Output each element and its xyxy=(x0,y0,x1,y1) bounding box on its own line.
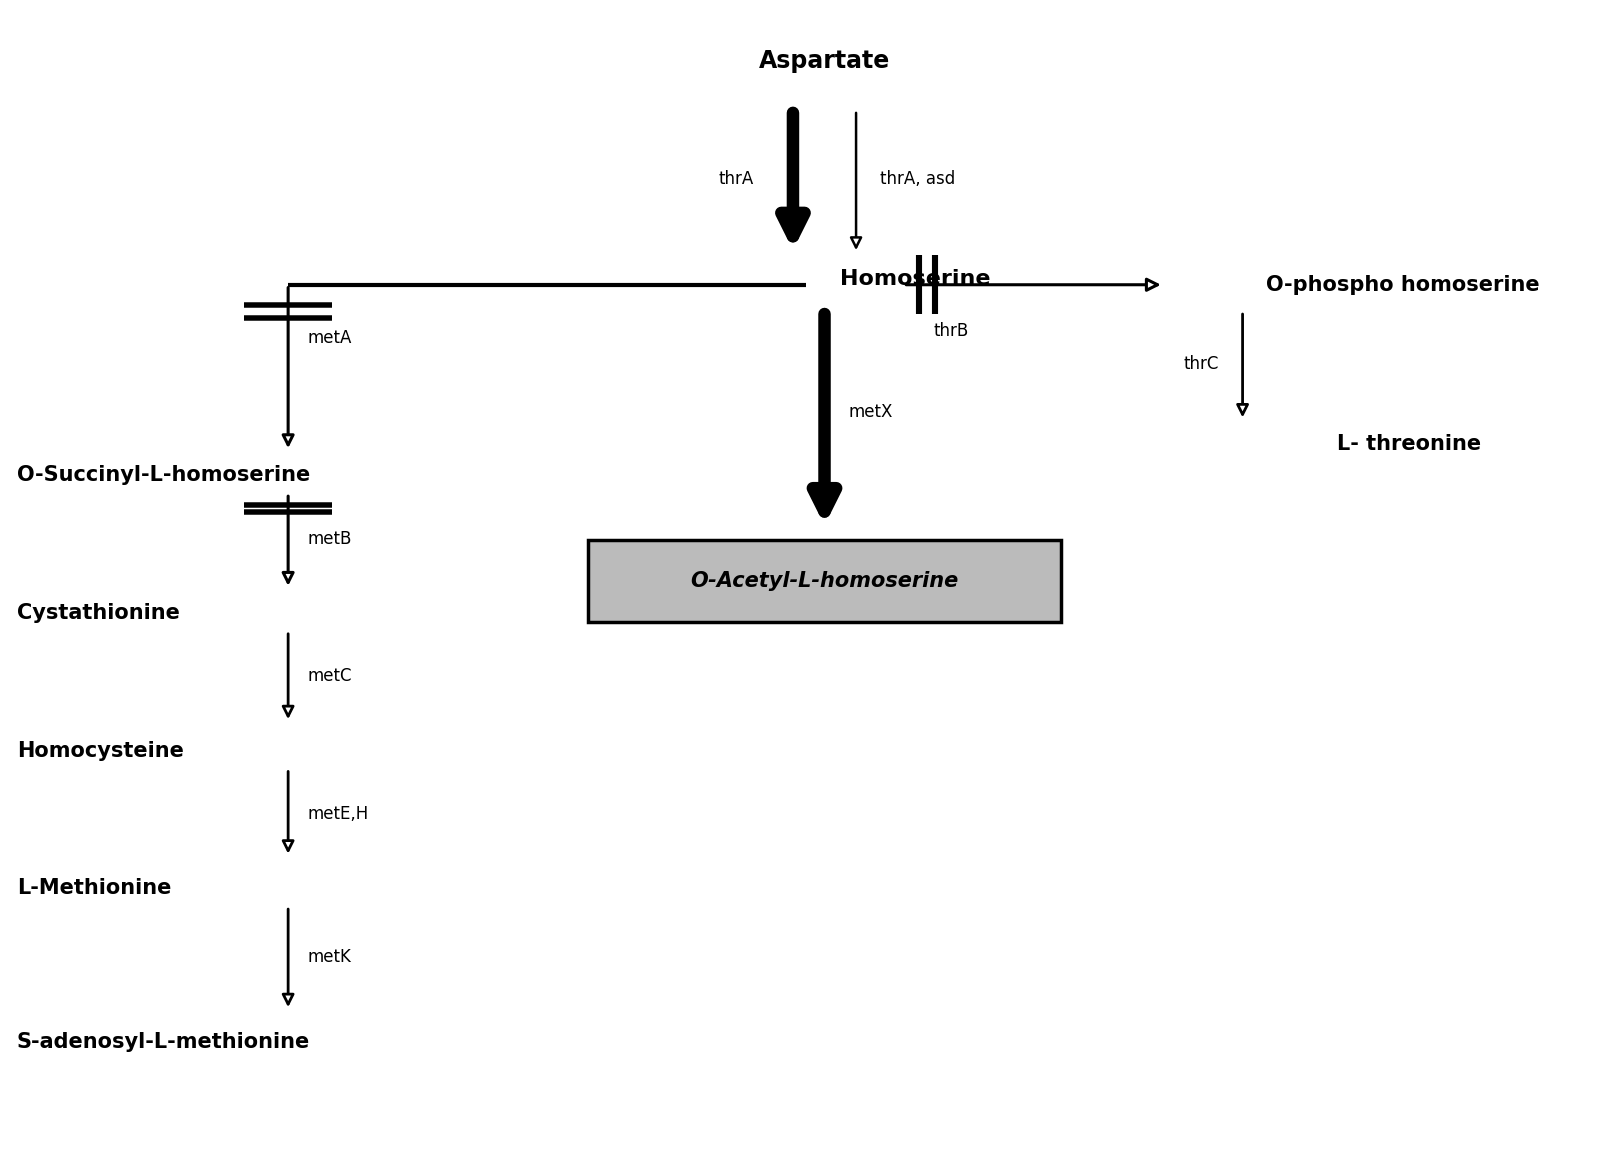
Text: Homocysteine: Homocysteine xyxy=(16,740,184,760)
Text: metK: metK xyxy=(308,948,351,967)
Text: O-Succinyl-L-homoserine: O-Succinyl-L-homoserine xyxy=(16,466,311,486)
Text: metX: metX xyxy=(848,402,892,421)
Text: O-Acetyl-L-homoserine: O-Acetyl-L-homoserine xyxy=(691,571,958,591)
Text: O-phospho homoserine: O-phospho homoserine xyxy=(1265,274,1539,294)
Text: metB: metB xyxy=(308,530,351,548)
Text: thrA: thrA xyxy=(718,170,753,188)
Text: Aspartate: Aspartate xyxy=(758,49,890,73)
Text: Cystathionine: Cystathionine xyxy=(16,603,180,623)
Text: S-adenosyl-L-methionine: S-adenosyl-L-methionine xyxy=(16,1032,311,1052)
Text: thrB: thrB xyxy=(934,321,968,340)
Text: thrC: thrC xyxy=(1183,355,1219,373)
Text: metE,H: metE,H xyxy=(308,805,369,823)
Text: metC: metC xyxy=(308,667,351,685)
Text: metA: metA xyxy=(308,328,351,347)
Text: L-Methionine: L-Methionine xyxy=(16,879,171,899)
Text: thrA, asd: thrA, asd xyxy=(879,170,955,188)
Bar xyxy=(588,540,1061,623)
Text: Homoserine: Homoserine xyxy=(840,270,990,290)
Text: L- threonine: L- threonine xyxy=(1338,434,1481,454)
